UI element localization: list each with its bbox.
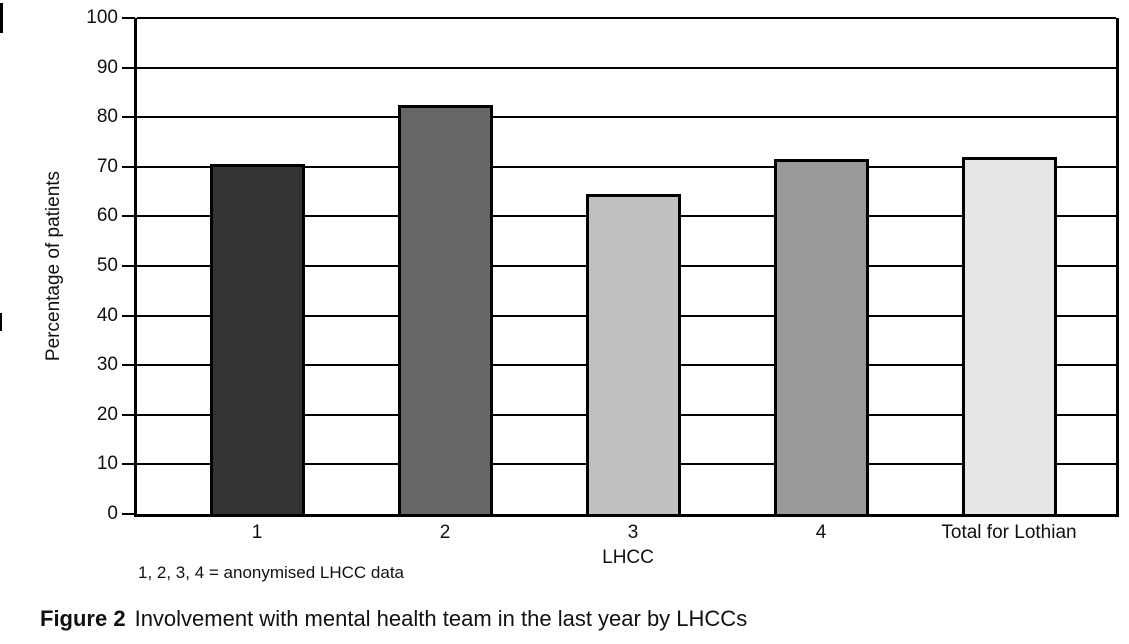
bar <box>209 164 305 514</box>
y-tick <box>122 314 135 317</box>
x-category-label: 3 <box>627 522 639 543</box>
y-tick-label: 10 <box>96 453 118 475</box>
bar <box>397 104 493 514</box>
y-tick <box>122 215 135 218</box>
y-tick-label: 90 <box>96 56 118 78</box>
x-category-label: 1 <box>251 522 263 543</box>
y-tick <box>122 413 135 416</box>
x-category-label: Total for Lothian <box>941 522 1077 543</box>
y-tick-label: 0 <box>107 503 118 524</box>
figure-caption: Figure 2 Involvement with mental health t… <box>40 606 747 632</box>
bar <box>585 194 681 514</box>
y-tick <box>122 265 135 267</box>
plot-area <box>134 17 1119 517</box>
y-tick <box>122 116 135 119</box>
y-tick-label: 60 <box>96 205 118 227</box>
y-tick-label: 20 <box>96 403 118 425</box>
caption-text: Involvement with mental health team in t… <box>134 606 748 631</box>
gridline <box>137 116 1116 119</box>
y-tick-label: 30 <box>96 354 118 376</box>
y-tick <box>122 463 135 466</box>
gridline <box>137 17 1116 19</box>
y-tick-label: 50 <box>96 255 118 276</box>
y-tick <box>122 165 135 168</box>
y-tick <box>122 364 135 367</box>
gridline <box>137 66 1116 69</box>
gridline <box>137 165 1116 168</box>
y-tick <box>122 513 135 515</box>
x-axis-title: LHCC <box>602 547 654 568</box>
y-tick <box>122 17 135 19</box>
x-category-label: 4 <box>815 522 827 543</box>
scan-artifact <box>0 313 2 331</box>
footnote: 1, 2, 3, 4 = anonymised LHCC data <box>138 563 405 582</box>
bar <box>961 156 1057 514</box>
caption-label: Figure 2 <box>40 606 126 631</box>
x-category-label: 2 <box>439 522 451 543</box>
bar <box>773 159 869 514</box>
y-tick-label: 80 <box>96 106 118 128</box>
y-tick-label: 70 <box>96 155 118 177</box>
y-tick-label: 100 <box>86 7 118 28</box>
scan-artifact <box>0 3 3 33</box>
y-tick <box>122 66 135 69</box>
y-tick-label: 40 <box>96 304 118 326</box>
